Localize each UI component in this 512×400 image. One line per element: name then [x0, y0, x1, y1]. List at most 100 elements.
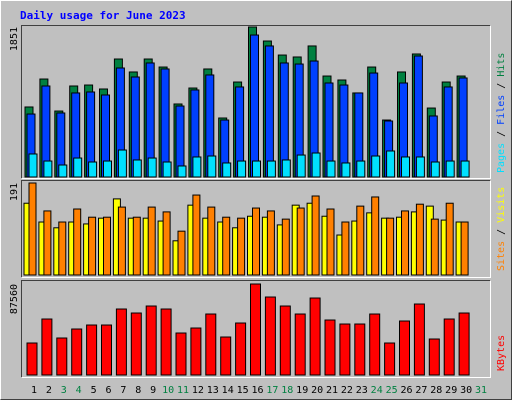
- legend: Pages / Files / Hits: [496, 53, 507, 173]
- bar: [443, 318, 455, 376]
- bar: [175, 332, 187, 376]
- x-tick-label: 30: [460, 385, 472, 396]
- x-tick-label: 7: [120, 385, 126, 396]
- bar: [415, 156, 425, 178]
- bar: [296, 154, 306, 178]
- bar: [384, 342, 396, 376]
- bar: [458, 312, 470, 376]
- bar: [115, 308, 127, 376]
- bar: [252, 160, 261, 178]
- bar: [26, 342, 38, 376]
- bar: [399, 320, 410, 376]
- bar: [130, 312, 142, 376]
- bar: [460, 221, 469, 276]
- bar: [371, 155, 381, 178]
- legend-separator: /: [496, 77, 507, 95]
- bar: [207, 155, 217, 178]
- bar: [132, 216, 141, 276]
- bar: [147, 206, 156, 276]
- bar: [160, 68, 170, 178]
- legend-entry: Files: [496, 95, 507, 125]
- x-tick-label: 28: [430, 385, 442, 396]
- x-tick-label: 29: [445, 385, 457, 396]
- x-tick-label: 24: [371, 385, 383, 396]
- legend-separator: /: [496, 125, 507, 143]
- bar: [162, 211, 171, 276]
- bar: [58, 221, 67, 276]
- bar: [101, 324, 112, 376]
- bar: [279, 305, 291, 376]
- bar: [415, 203, 424, 276]
- panel-bevel-light: [21, 180, 491, 278]
- bar: [430, 161, 440, 178]
- bar: [73, 208, 82, 276]
- y-tick-label: 87560: [9, 284, 20, 314]
- bar: [43, 210, 52, 276]
- bar: [103, 216, 111, 276]
- bar: [356, 205, 365, 276]
- bar: [252, 207, 260, 276]
- bar: [266, 210, 275, 276]
- bar: [28, 153, 38, 178]
- x-tick-label: 18: [281, 385, 293, 396]
- bar: [177, 230, 186, 276]
- bar: [428, 338, 440, 376]
- bar: [56, 337, 68, 376]
- x-tick-label: 5: [91, 385, 97, 396]
- bar: [264, 296, 276, 376]
- x-tick-label: 23: [356, 385, 368, 396]
- bar: [460, 160, 470, 178]
- bar: [237, 217, 246, 276]
- x-tick-label: 14: [222, 385, 234, 396]
- legend-separator: /: [496, 223, 507, 241]
- panel-bevel-light: [21, 25, 491, 179]
- legend-entry: Hits: [496, 53, 507, 77]
- x-tick-label: 6: [105, 385, 111, 396]
- x-tick-label: 9: [150, 385, 156, 396]
- legend: KBytes: [496, 335, 507, 371]
- bar: [401, 156, 410, 178]
- chart-title: Daily usage for June 2023: [20, 9, 186, 22]
- bar: [147, 157, 157, 178]
- bar: [88, 216, 97, 276]
- bar: [311, 152, 321, 178]
- bar: [41, 318, 53, 376]
- x-tick-label: 13: [207, 385, 219, 396]
- x-tick-label: 25: [386, 385, 398, 396]
- x-tick-label: 4: [76, 385, 82, 396]
- bar: [369, 313, 381, 376]
- bar: [28, 182, 37, 276]
- x-tick-label: 12: [192, 385, 204, 396]
- bar: [222, 216, 231, 276]
- x-tick-label: 2: [46, 385, 52, 396]
- bar: [237, 160, 247, 178]
- x-tick-label: 8: [135, 385, 141, 396]
- bar: [326, 208, 335, 276]
- x-tick-label: 22: [341, 385, 353, 396]
- bar: [250, 283, 261, 376]
- bar: [309, 297, 321, 376]
- x-tick-label: 15: [237, 385, 249, 396]
- bar: [401, 210, 409, 276]
- bar: [88, 161, 98, 178]
- bar: [371, 196, 380, 276]
- bar: [207, 206, 216, 276]
- bar: [250, 34, 259, 178]
- bar: [73, 157, 83, 178]
- bar: [205, 313, 217, 376]
- bar: [281, 218, 290, 276]
- legend: Sites / Visits: [496, 187, 507, 271]
- legend-entry: KBytes: [496, 335, 507, 371]
- bar: [445, 202, 454, 276]
- bar: [222, 162, 232, 178]
- bar: [43, 160, 53, 178]
- bar: [294, 313, 306, 376]
- panel-bevel-light: [21, 280, 491, 378]
- bar: [145, 305, 157, 376]
- bar: [296, 207, 305, 276]
- y-tick-label: 191: [9, 183, 20, 201]
- bar: [341, 162, 351, 178]
- legend-entry: Visits: [496, 187, 507, 223]
- bar: [326, 160, 336, 178]
